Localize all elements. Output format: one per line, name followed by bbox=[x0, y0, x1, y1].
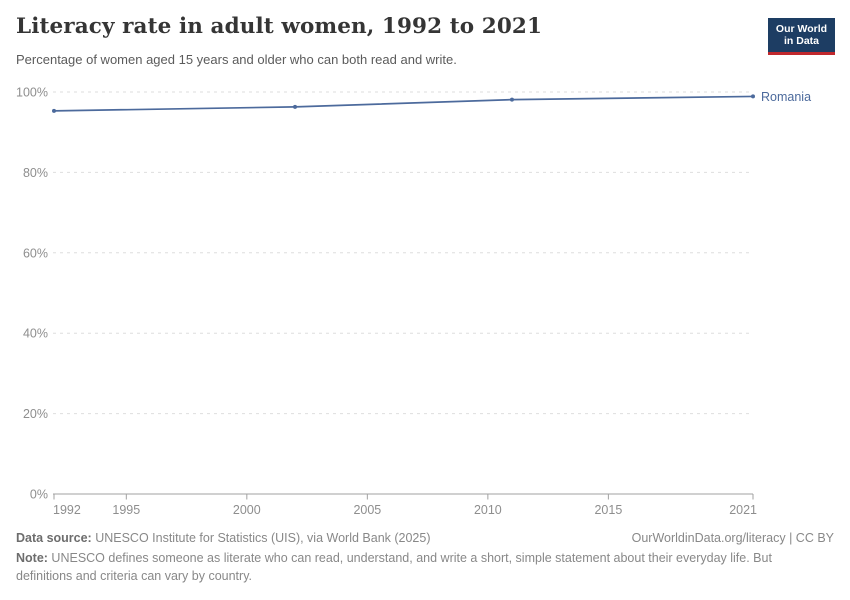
y-tick-label-60: 60% bbox=[23, 246, 48, 260]
line-chart[interactable]: 0% 20% 40% 60% 80% 100% 1992 1995 2000 2005 2010 20… bbox=[0, 80, 850, 530]
page-title: Literacy rate in adult women, 1992 to 20… bbox=[16, 14, 543, 39]
note-label: Note: bbox=[16, 551, 48, 565]
chart-subtitle: Percentage of women aged 15 years and ol… bbox=[16, 52, 457, 67]
series-label-romania[interactable]: Romania bbox=[761, 90, 811, 104]
series-line-romania[interactable] bbox=[53, 95, 754, 112]
chart-area[interactable]: 0% 20% 40% 60% 80% 100% 1992 1995 2000 2005 2010 20… bbox=[0, 80, 850, 530]
data-source-label: Data source: bbox=[16, 531, 92, 545]
data-point-romania-2002[interactable] bbox=[293, 104, 298, 109]
chart-footer: Data source: UNESCO Institute for Statis… bbox=[16, 531, 834, 586]
y-tick-label-0: 0% bbox=[30, 488, 48, 502]
owid-citation-link[interactable]: OurWorldinData.org/literacy | CC BY bbox=[631, 531, 834, 545]
x-tick-label-2015: 2015 bbox=[594, 503, 622, 517]
data-point-romania-1992[interactable] bbox=[52, 108, 56, 113]
x-tick-label-2010: 2010 bbox=[474, 503, 502, 517]
x-tick-label-1992: 1992 bbox=[53, 503, 81, 517]
x-tick-label-1995: 1995 bbox=[112, 503, 140, 517]
x-tick-label-2000: 2000 bbox=[233, 503, 261, 517]
y-tick-label-100: 100% bbox=[16, 86, 48, 100]
y-tick-label-80: 80% bbox=[23, 166, 48, 180]
owid-logo[interactable]: Our World in Data bbox=[768, 18, 835, 55]
data-point-romania-2011[interactable] bbox=[509, 97, 514, 102]
data-source-text: Data source: UNESCO Institute for Statis… bbox=[16, 531, 431, 545]
chart-note: Note: UNESCO defines someone as literate… bbox=[16, 551, 772, 583]
x-tick-label-2021: 2021 bbox=[729, 503, 757, 517]
x-tick-label-2005: 2005 bbox=[353, 503, 381, 517]
owid-logo-text: Our World in Data bbox=[775, 22, 828, 48]
data-point-romania-2021[interactable] bbox=[751, 94, 755, 99]
y-tick-label-20: 20% bbox=[23, 407, 48, 421]
y-tick-label-40: 40% bbox=[23, 327, 48, 341]
